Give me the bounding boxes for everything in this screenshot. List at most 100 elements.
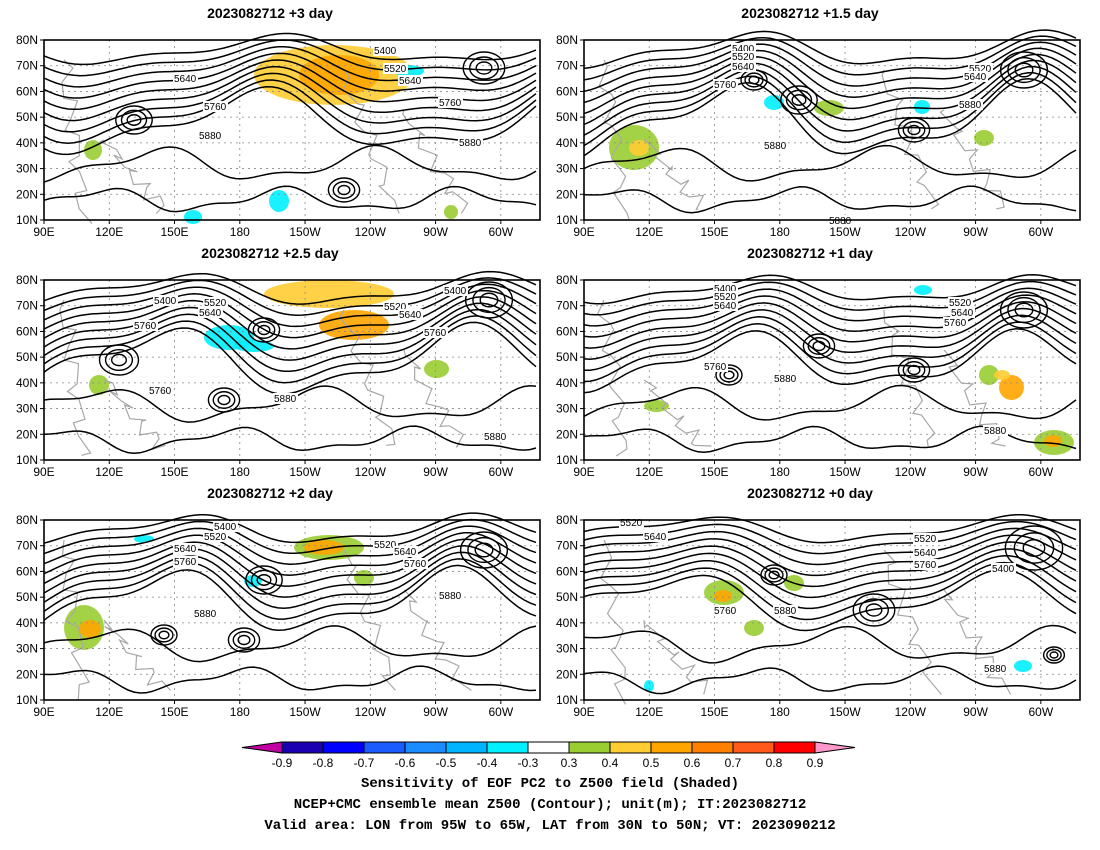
z500-contour [583, 555, 1077, 610]
contour-label: 5400 [714, 284, 737, 295]
lat-tick-label: 50N [556, 350, 578, 364]
closed-contour [247, 317, 281, 343]
closed-contour [237, 634, 251, 646]
contour-label-bg [458, 137, 483, 148]
closed-contour [859, 598, 890, 622]
lon-tick-label: 150W [829, 465, 861, 479]
lon-tick-label: 120E [95, 225, 123, 239]
panel-plus-0-day: 2023082712 +0 day 5520 5640 5520 5640 5760 54… [540, 485, 1081, 719]
contour-label: 5400 [374, 46, 397, 57]
sensitivity-patch [914, 285, 932, 295]
z500-contour [43, 558, 537, 620]
closed-contour [715, 364, 743, 386]
closed-contour [780, 85, 818, 115]
coastline [59, 299, 465, 456]
colorbar-box [527, 741, 570, 754]
sensitivity-patch [1044, 435, 1062, 447]
colorbar-tick-label: 0.4 [602, 756, 619, 770]
lon-tick-label: 90E [33, 705, 54, 719]
coastline [61, 59, 469, 224]
lon-tick-label: 150E [161, 225, 189, 239]
sensitivity-patch [264, 280, 394, 308]
colorbar-tick-label: 0.8 [766, 756, 783, 770]
lat-tick-label: 60N [556, 84, 578, 98]
z500-contour [43, 86, 537, 156]
sensitivity-patch [79, 620, 101, 638]
z500-contour [43, 665, 537, 694]
z500-contour [43, 185, 537, 213]
contour-label: 5880 [439, 591, 462, 602]
colorbar-tick-label: 0.5 [643, 756, 660, 770]
lat-tick-label: 40N [16, 136, 38, 150]
contour-label-bg [713, 300, 738, 311]
panel-title: 2023082712 +2.5 day [201, 245, 339, 261]
lat-tick-label: 80N [16, 33, 38, 47]
contour-label: 5520 [914, 534, 937, 545]
lon-tick-label: 180 [230, 465, 250, 479]
contour-label-bg [968, 63, 993, 74]
lon-tick-label: 120E [635, 465, 663, 479]
z500-contour [583, 59, 1077, 126]
contour-label-bg [193, 608, 218, 619]
colorbar-tick-label: -0.8 [313, 756, 334, 770]
z500-contour [43, 302, 537, 361]
contour-label: 5400 [992, 564, 1015, 575]
closed-contour [999, 291, 1049, 329]
contour-label-bg [950, 307, 975, 318]
coastline [599, 539, 1012, 705]
z500-contour [43, 52, 537, 99]
lon-tick-label: 150E [701, 465, 729, 479]
contour-label-bg [703, 361, 728, 372]
contour-label: 5640 [394, 547, 417, 558]
contour-label-bg [731, 43, 756, 54]
closed-contour [337, 184, 351, 196]
closed-contour [897, 117, 931, 143]
map-frame [43, 279, 541, 461]
z500-contour [583, 185, 1077, 214]
contour-label-bg [173, 543, 198, 554]
contour-label-bg [619, 517, 644, 528]
colorbar-box [363, 741, 406, 754]
sensitivity-patch [764, 95, 784, 110]
lat-tick-label: 40N [556, 136, 578, 150]
lon-tick-label: 90W [963, 705, 988, 719]
closed-contour [1042, 646, 1066, 664]
contour-label-bg [198, 130, 223, 141]
contour-label: 5640 [914, 548, 937, 559]
closed-contour [250, 569, 278, 591]
contour-label-bg [443, 285, 468, 296]
contour-label-bg [148, 385, 173, 396]
sensitivity-patch [974, 130, 994, 146]
contour-label: 5520 [714, 292, 737, 303]
lon-tick-label: 120W [895, 465, 927, 479]
z500-contour [43, 308, 537, 373]
contour-label: 5640 [174, 544, 197, 555]
contour-label-bg [731, 51, 756, 62]
contour-label-bg [773, 605, 798, 616]
contour-label: 5760 [424, 328, 447, 339]
lon-tick-label: 120W [355, 225, 387, 239]
contour-label: 5880 [484, 432, 507, 443]
z500-contour [43, 144, 537, 183]
contour-label: 5640 [199, 308, 222, 319]
z500-contour [43, 32, 537, 66]
lat-tick-label: 10N [556, 453, 578, 467]
z500-contour [583, 35, 1077, 81]
closed-contour [245, 565, 283, 595]
closed-contour [1007, 296, 1041, 324]
contour-label: 5760 [204, 102, 227, 113]
z500-contour [43, 564, 537, 632]
z500-contour [583, 294, 1077, 338]
closed-contour [1014, 62, 1034, 78]
map-plot: 5400 552056405760540055205640576057605880… [16, 270, 541, 479]
contour-label-bg [203, 101, 228, 112]
lat-tick-label: 30N [556, 642, 578, 656]
contour-label-bg [273, 393, 298, 404]
sensitivity-patch [184, 210, 202, 224]
sensitivity-patch [714, 590, 732, 602]
lon-tick-label: 120E [95, 465, 123, 479]
lon-tick-label: 90E [573, 705, 594, 719]
lon-tick-label: 150W [289, 465, 321, 479]
contour-label-bg [373, 45, 398, 56]
